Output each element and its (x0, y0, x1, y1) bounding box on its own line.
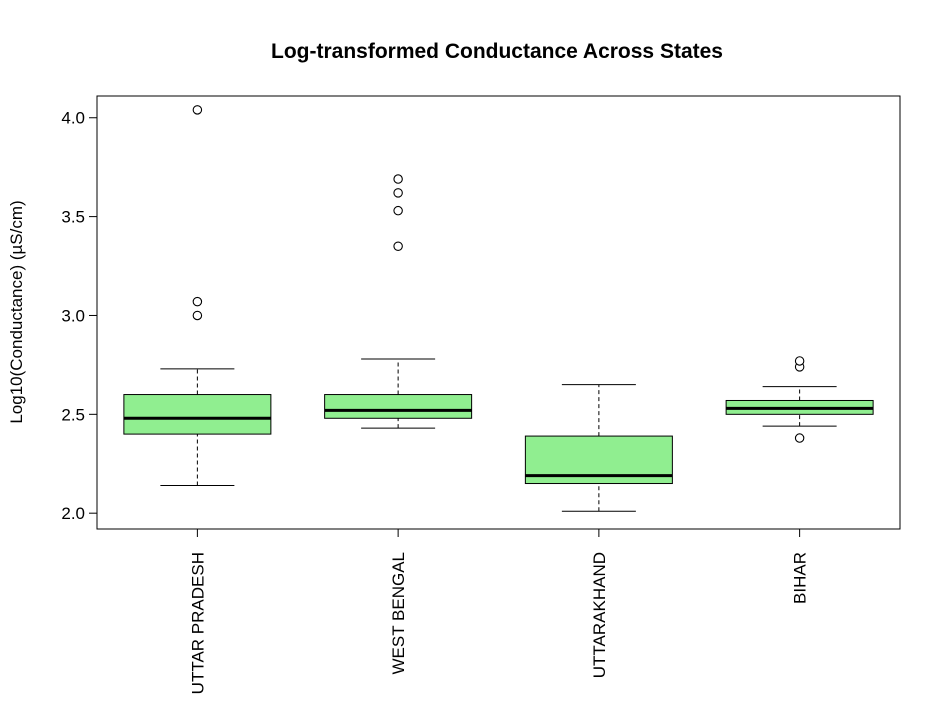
y-tick-label: 3.5 (61, 208, 85, 227)
x-tick-label: BIHAR (791, 552, 810, 604)
y-axis-label: Log10(Conductance) (µS/cm) (7, 200, 26, 423)
y-tick-label: 3.0 (61, 306, 85, 325)
outlier-point (393, 174, 403, 184)
box-group (324, 174, 473, 429)
x-tick-label: UTTAR PRADESH (188, 552, 207, 694)
y-axis: 2.0 2.5 3.0 3.5 4.0 (61, 109, 98, 523)
outlier-point (393, 188, 403, 198)
x-tick-label: WEST BENGAL (389, 552, 408, 675)
outlier-point (794, 433, 805, 443)
outlier-point (794, 356, 805, 366)
outlier-point (393, 241, 403, 252)
chart-title: Log-transformed Conductance Across State… (271, 40, 723, 63)
outlier-point (393, 205, 403, 216)
plot-frame (96, 95, 901, 530)
x-tick-label: UTTARAKHAND (590, 552, 609, 678)
y-tick-label: 2.0 (61, 504, 85, 523)
y-tick-label: 4.0 (61, 109, 85, 128)
outlier-point (192, 310, 203, 321)
box-group (725, 356, 874, 443)
iqr-box (123, 394, 272, 435)
box-series (123, 105, 874, 512)
box-group (524, 384, 673, 512)
outlier-point (192, 296, 203, 307)
y-tick-label: 2.5 (61, 405, 85, 424)
box-group (123, 105, 272, 487)
iqr-box (324, 394, 473, 419)
outlier-point (192, 105, 203, 115)
x-axis: UTTAR PRADESH WEST BENGAL UTTARAKHAND BIHAR (188, 528, 810, 694)
